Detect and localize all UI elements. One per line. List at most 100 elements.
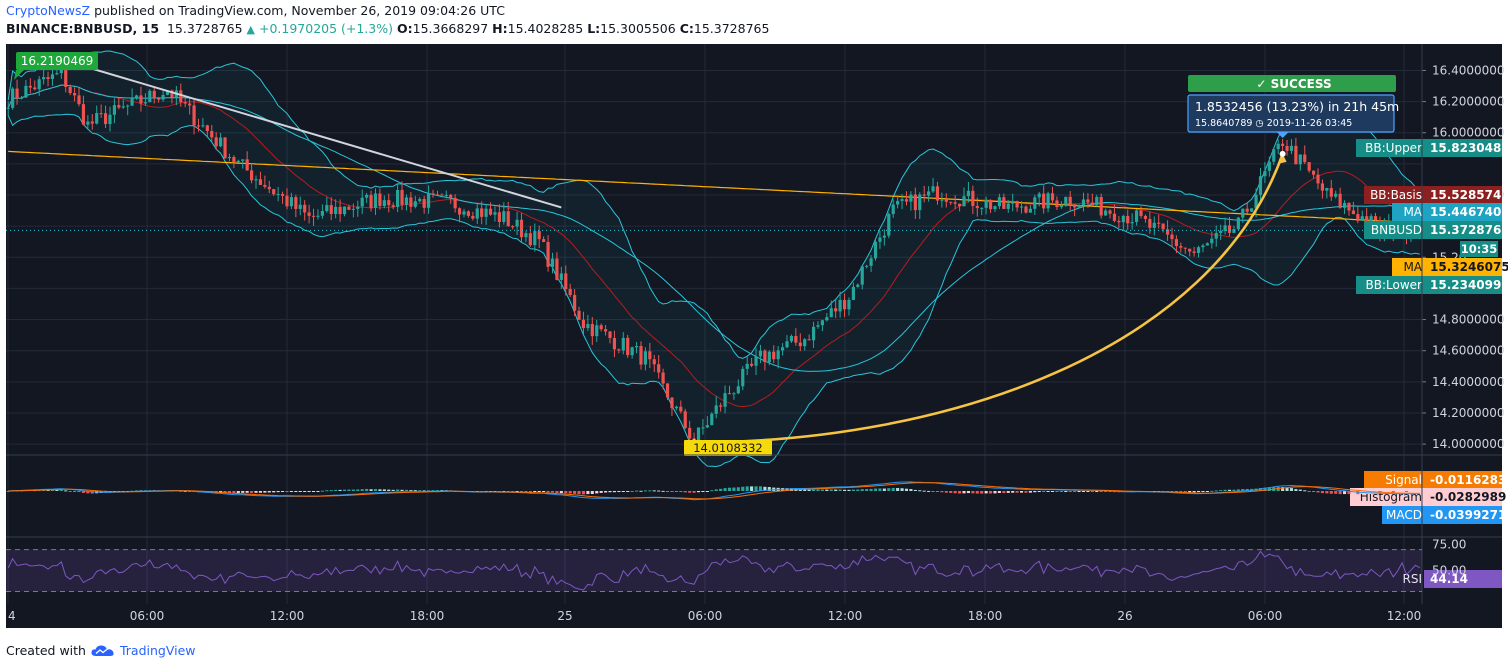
candle-body	[1223, 225, 1227, 231]
candle-body	[1351, 210, 1356, 215]
footer: Created with TradingView	[6, 643, 196, 658]
candle	[750, 357, 754, 368]
candle-body	[639, 346, 643, 365]
price-tag: BNBUSD 15.3728765	[1364, 221, 1508, 239]
histogram-bar	[670, 491, 674, 492]
histogram-bar	[1409, 491, 1413, 492]
candle-body	[546, 241, 550, 267]
candle-body	[1188, 248, 1192, 252]
candle-body	[617, 349, 621, 351]
price-tick-label: 14.4000000	[1432, 375, 1505, 389]
histogram-bar	[1201, 491, 1205, 492]
candle-body	[37, 79, 41, 90]
candle	[789, 334, 794, 343]
candle-body	[435, 194, 440, 196]
bb-upper-tag: BB:Upper 15.8230489	[1356, 139, 1508, 157]
candle	[1281, 138, 1285, 152]
candle	[431, 189, 435, 198]
histogram-bar	[648, 490, 652, 492]
histogram-bar	[621, 491, 625, 492]
candle	[608, 331, 612, 344]
candle	[878, 230, 882, 249]
histogram-bar	[188, 491, 192, 492]
candle-body	[776, 350, 780, 360]
candle	[103, 105, 108, 129]
candle	[590, 317, 594, 345]
histogram-bar	[568, 491, 572, 494]
candle-body	[621, 337, 625, 351]
histogram-bar	[984, 491, 988, 494]
tradingview-link[interactable]: TradingView	[119, 643, 196, 658]
candle	[1360, 210, 1364, 222]
publish-line: CryptoNewsZ published on TradingView.com…	[6, 3, 505, 18]
candle-body	[183, 102, 187, 104]
candle-body	[1059, 204, 1063, 208]
brand-link[interactable]: CryptoNewsZ	[6, 3, 91, 18]
candle	[1241, 208, 1245, 223]
candle-body	[1104, 210, 1108, 216]
histogram-bar	[55, 489, 59, 491]
histogram-bar	[307, 491, 311, 492]
candle	[1015, 200, 1019, 212]
candle	[1139, 206, 1143, 219]
candle	[931, 177, 935, 194]
rsi-pane: 75.00 50.00	[6, 537, 1466, 592]
low-label: L:	[587, 21, 601, 36]
candle-body	[232, 157, 236, 163]
candle	[834, 299, 838, 319]
histogram-bar	[887, 488, 891, 491]
candle	[1316, 168, 1320, 190]
histogram-bar	[50, 489, 55, 491]
candle-body	[1112, 213, 1117, 221]
trend-arc	[694, 153, 1284, 444]
histogram-bar	[1387, 491, 1391, 493]
candle-body	[1334, 193, 1338, 197]
candle-body	[143, 102, 147, 104]
candle-body	[426, 193, 431, 208]
candle-body	[1311, 170, 1316, 175]
candle	[922, 185, 926, 203]
histogram-bar	[630, 490, 634, 492]
measure-detail: 15.8640789 ◷ 2019-11-26 03:45	[1195, 118, 1352, 129]
candle	[842, 293, 847, 318]
histogram-bar	[1055, 491, 1059, 492]
histogram-bar	[325, 490, 329, 492]
histogram-bar	[860, 489, 864, 491]
histogram-bar	[1081, 491, 1086, 492]
candle	[873, 239, 878, 261]
candle	[157, 96, 161, 103]
candle-body	[1272, 149, 1276, 162]
candle-body	[227, 157, 232, 159]
histogram-bar	[825, 489, 829, 491]
candle-body	[741, 368, 745, 387]
high-value: 15.4028285	[507, 21, 584, 36]
candle-body	[1165, 229, 1170, 235]
high-flag-box	[16, 52, 98, 70]
histogram-bar	[1223, 489, 1227, 491]
candle	[1298, 154, 1302, 171]
candle	[1236, 216, 1240, 231]
histogram-bar	[891, 487, 895, 491]
histogram-bar	[829, 489, 833, 491]
candle	[1077, 204, 1081, 209]
histogram-bar	[1289, 488, 1294, 491]
candle	[245, 151, 249, 171]
histogram-bar	[604, 491, 608, 493]
candle-body	[1236, 217, 1240, 230]
candle-body	[519, 219, 524, 238]
candle-body	[130, 97, 134, 106]
histogram-bar	[732, 487, 736, 491]
candle	[347, 204, 351, 210]
histogram-bar	[236, 491, 240, 494]
candle	[683, 408, 687, 430]
candle-body	[99, 113, 103, 115]
candle	[24, 80, 28, 98]
candle-body	[493, 212, 497, 215]
candle-body	[179, 90, 183, 103]
candle-body	[962, 196, 966, 207]
candle-body	[422, 199, 426, 208]
histogram-bar	[347, 489, 351, 491]
candle	[426, 185, 431, 214]
arc-arrowhead	[1277, 153, 1287, 164]
